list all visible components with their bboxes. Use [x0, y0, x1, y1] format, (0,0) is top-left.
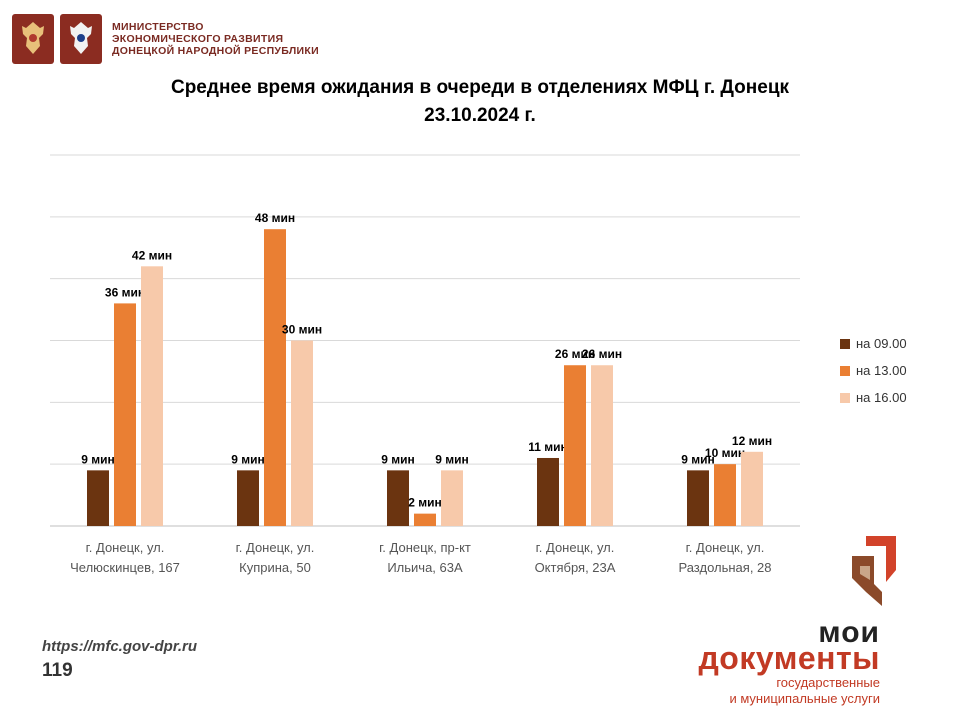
brand-documents: документы — [698, 640, 880, 676]
category-label: г. Донецк, ул. — [86, 540, 165, 555]
bar — [141, 266, 163, 526]
bar — [591, 365, 613, 526]
data-label: 9 мин — [231, 452, 265, 466]
ministry-line: ДОНЕЦКОЙ НАРОДНОЙ РЕСПУБЛИКИ — [112, 45, 319, 57]
legend-label: на 09.00 — [856, 336, 907, 351]
chart-title: Среднее время ожидания в очереди в отдел… — [0, 74, 960, 130]
ministry-line: МИНИСТЕРСТВО — [112, 21, 204, 33]
data-label: 26 мин — [582, 347, 622, 361]
page-number: 119 — [42, 660, 73, 681]
category-label: Куприна, 50 — [239, 560, 311, 575]
website-url[interactable]: https://mfc.gov-dpr.ru — [42, 638, 197, 655]
bar — [714, 464, 736, 526]
russia-emblem-icon — [12, 14, 54, 64]
dpr-emblem-icon — [60, 14, 102, 64]
data-label: 11 мин — [528, 440, 568, 454]
category-label: г. Донецк, ул. — [536, 540, 615, 555]
chart-title-line: Среднее время ожидания в очереди в отдел… — [170, 77, 790, 98]
legend-swatch — [840, 365, 850, 376]
data-label: 9 мин — [435, 452, 469, 466]
bar — [387, 470, 409, 526]
category-label: г. Донецк, ул. — [686, 540, 765, 555]
brand-subtitle: государственные — [776, 675, 880, 690]
legend-label: на 16.00 — [856, 390, 907, 405]
data-label: 9 мин — [81, 452, 115, 466]
data-label: 9 мин — [681, 452, 715, 466]
legend-item: на 16.00 — [840, 384, 907, 411]
category-label: Ильича, 63А — [387, 560, 463, 575]
data-label: 30 мин — [282, 323, 322, 337]
legend-swatch — [840, 392, 850, 403]
data-label: 26 мин — [555, 347, 595, 361]
data-label: 36 мин — [105, 285, 145, 299]
moi-dokumenty-logo-icon — [852, 536, 896, 606]
chart-legend: на 09.00 на 13.00 на 16.00 — [840, 330, 907, 411]
bar — [264, 229, 286, 526]
bar — [291, 340, 313, 526]
data-label: 42 мин — [132, 248, 172, 262]
data-label: 12 мин — [732, 434, 772, 448]
moi-dokumenty-brand: мои документы государственные и муниципа… — [698, 530, 920, 710]
bar — [537, 457, 559, 526]
data-label: 9 мин — [381, 452, 415, 466]
ministry-line: ЭКОНОМИЧЕСКОГО РАЗВИТИЯ — [112, 33, 284, 45]
ministry-name: МИНИСТЕРСТВО ЭКОНОМИЧЕСКОГО РАЗВИТИЯ ДОН… — [112, 21, 319, 57]
category-label: г. Донецк, пр-кт — [379, 540, 471, 555]
legend-label: на 13.00 — [856, 363, 907, 378]
category-label: Раздольная, 28 — [678, 560, 771, 575]
bar — [441, 470, 463, 526]
bar — [414, 513, 436, 526]
bar — [741, 451, 763, 526]
category-label: г. Донецк, ул. — [236, 540, 315, 555]
legend-item: на 13.00 — [840, 357, 907, 384]
legend-swatch — [840, 338, 850, 349]
bar — [237, 470, 259, 526]
brand-subtitle: и муниципальные услуги — [729, 691, 880, 706]
brand-moi: мои — [818, 616, 880, 649]
category-label: Октября, 23А — [535, 560, 616, 575]
data-label: 10 мин — [705, 446, 745, 460]
legend-item: на 09.00 — [840, 330, 907, 357]
data-label: 48 мин — [255, 211, 295, 225]
bar — [87, 470, 109, 526]
bar — [687, 470, 709, 526]
data-label: 2 мин — [408, 496, 442, 510]
bar — [564, 365, 586, 526]
header: МИНИСТЕРСТВО ЭКОНОМИЧЕСКОГО РАЗВИТИЯ ДОН… — [12, 14, 319, 64]
chart-title-date: 23.10.2024 г. — [424, 105, 536, 126]
bar — [114, 303, 136, 526]
category-label: Челюскинцев, 167 — [70, 560, 180, 575]
